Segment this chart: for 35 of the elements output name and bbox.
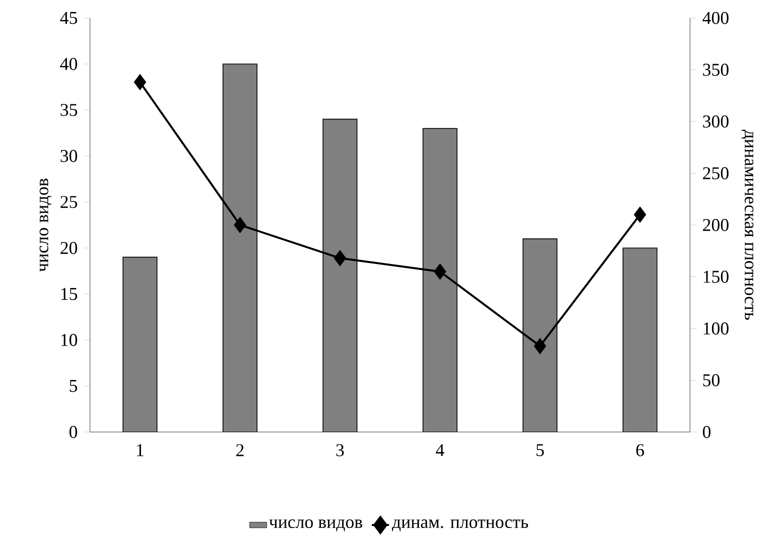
y2-tick-label: 100 [704, 322, 729, 335]
y2-tick-label: 0 [702, 426, 711, 438]
y2-axis-title: динамическая плотность [741, 130, 754, 320]
y2-tick-label: 50 [703, 374, 720, 386]
point [634, 206, 646, 223]
y-axis-title: число видов [40, 178, 52, 272]
point [534, 338, 546, 354]
y2-tick-label: 400 [702, 12, 729, 24]
y-tick-label: 25 [60, 196, 78, 208]
point [334, 250, 346, 266]
y-tick-label: 0 [69, 426, 78, 438]
y-tick-label: 40 [60, 58, 78, 70]
legend-label: динам. плотность [392, 519, 528, 532]
y-tick-label: 35 [60, 104, 78, 116]
y-tick-label: 20 [60, 242, 78, 254]
y-tick-label: 10 [61, 334, 78, 346]
x-tick-label: 5 [536, 444, 544, 456]
y-tick-label: 30 [60, 150, 78, 162]
y2-tick-label: 150 [704, 270, 729, 283]
point [234, 216, 246, 234]
y2-tick-label: 250 [702, 167, 729, 180]
point [134, 74, 146, 90]
x-tick-label: 4 [436, 444, 444, 456]
point [434, 263, 446, 280]
y2-tick-label: 200 [702, 218, 729, 232]
y2-tick-label: 350 [703, 64, 729, 76]
y-tick-label: 5 [70, 380, 78, 392]
x-tick-label: 6 [636, 444, 644, 456]
x-tick-label: 2 [236, 444, 244, 456]
legend-label: число видов [269, 519, 362, 532]
x-tick-label: 3 [336, 444, 344, 456]
y2-tick-label: 300 [703, 115, 729, 128]
y-tick-label: 45 [60, 12, 78, 24]
x-tick-label: 1 [137, 444, 144, 456]
y-tick-label: 15 [61, 288, 78, 300]
